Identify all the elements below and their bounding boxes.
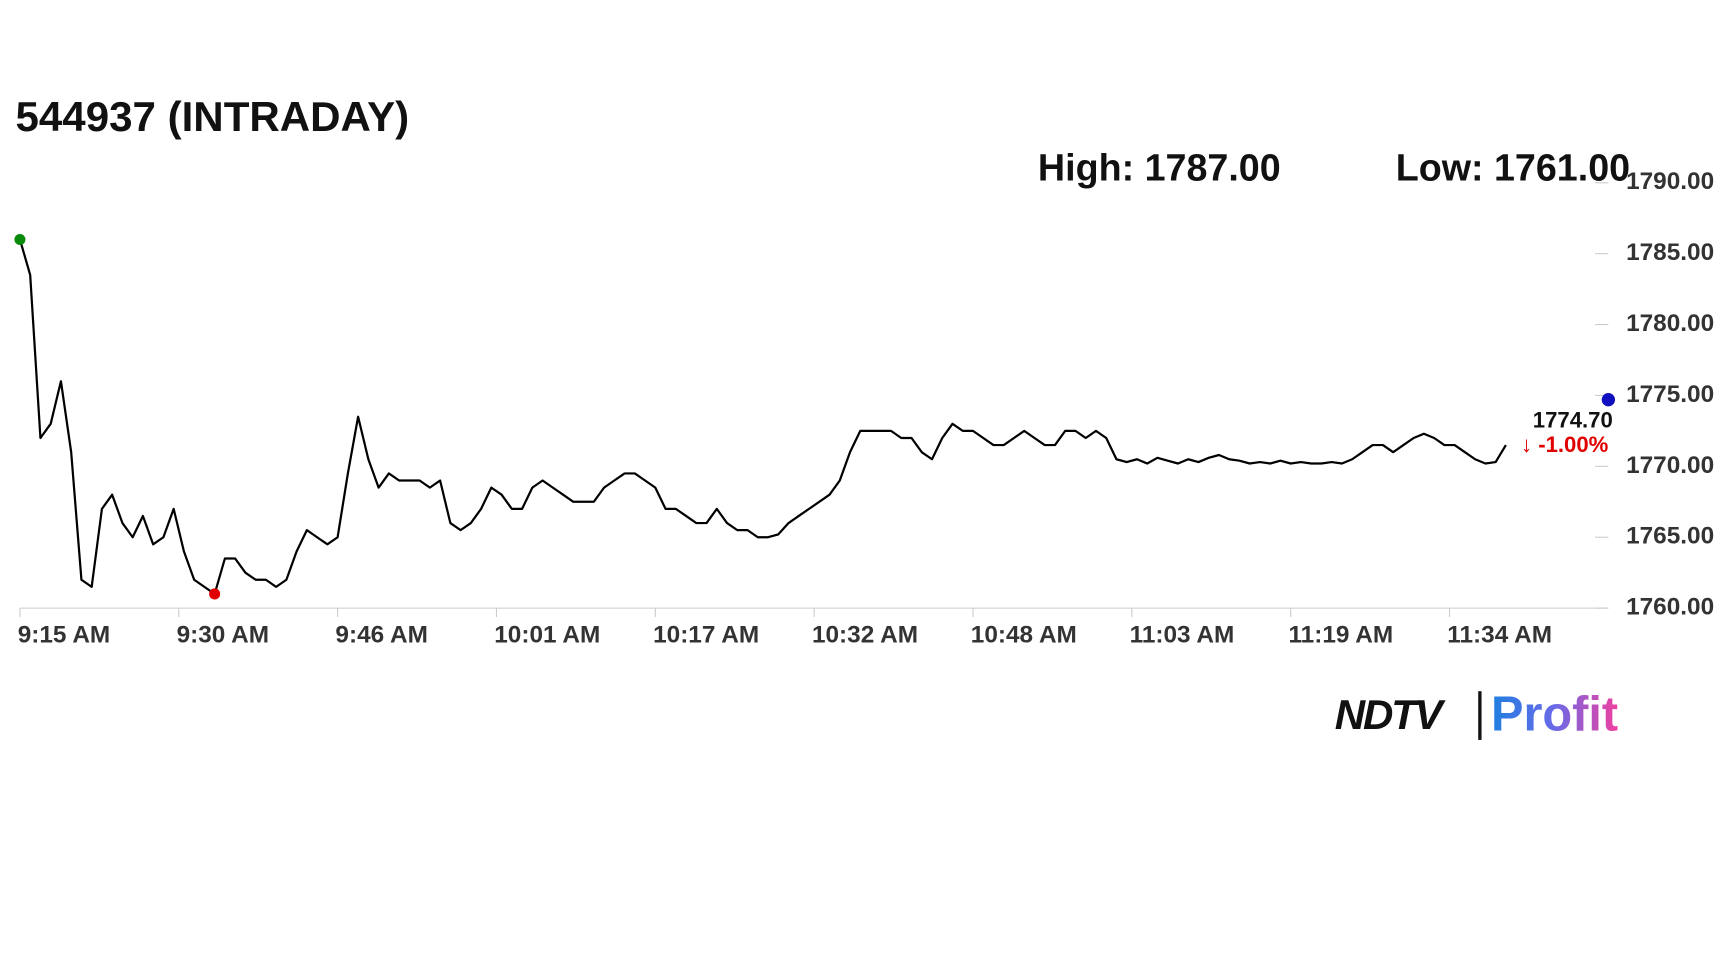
- change-label: ↓ -1.00%: [1521, 432, 1609, 457]
- x-tick-label: 11:03 AM: [1130, 621, 1235, 648]
- change-arrow: ↓: [1521, 432, 1538, 457]
- x-tick-label: 10:48 AM: [971, 621, 1077, 648]
- y-tick-label: 1775.00: [1626, 381, 1714, 408]
- plot: 1760.00 1765.00 1770.00 1775.00 1780.00 1785.…: [14, 168, 1714, 648]
- x-tick-label: 9:30 AM: [177, 621, 270, 648]
- last-label: 1774.70: [1533, 408, 1613, 433]
- x-tick-label: 10:32 AM: [812, 621, 918, 648]
- last-dot: [1601, 393, 1616, 407]
- low-dot: [209, 588, 221, 600]
- x-tick-label: 9:15 AM: [18, 621, 111, 648]
- x-tick-label: 10:01 AM: [494, 621, 600, 648]
- chart-title: 544937 (INTRADAY): [16, 93, 410, 140]
- y-tick-label: 1780.00: [1626, 310, 1714, 337]
- x-tick-label: 9:46 AM: [335, 621, 428, 648]
- y-tick-label: 1770.00: [1626, 452, 1714, 479]
- low-label: Low: 1761.00: [1396, 147, 1630, 189]
- change-value: -1.00%: [1538, 432, 1608, 457]
- x-tick-label: 11:34 AM: [1447, 621, 1552, 648]
- y-tick-label: 1785.00: [1626, 239, 1714, 266]
- high-label: High: 1787.00: [1038, 147, 1281, 189]
- logo-profit: Profit: [1491, 688, 1618, 742]
- start-dot: [14, 233, 26, 246]
- y-tick-label: 1760.00: [1626, 594, 1714, 621]
- x-tick-label: 11:19 AM: [1288, 621, 1393, 648]
- y-tick-label: 1765.00: [1626, 523, 1714, 550]
- x-tick-label: 10:17 AM: [653, 621, 759, 648]
- logo-ndtv: NDTV: [1335, 691, 1446, 738]
- price-line: [18, 239, 1507, 596]
- y-tick-label: 1790.00: [1626, 168, 1714, 195]
